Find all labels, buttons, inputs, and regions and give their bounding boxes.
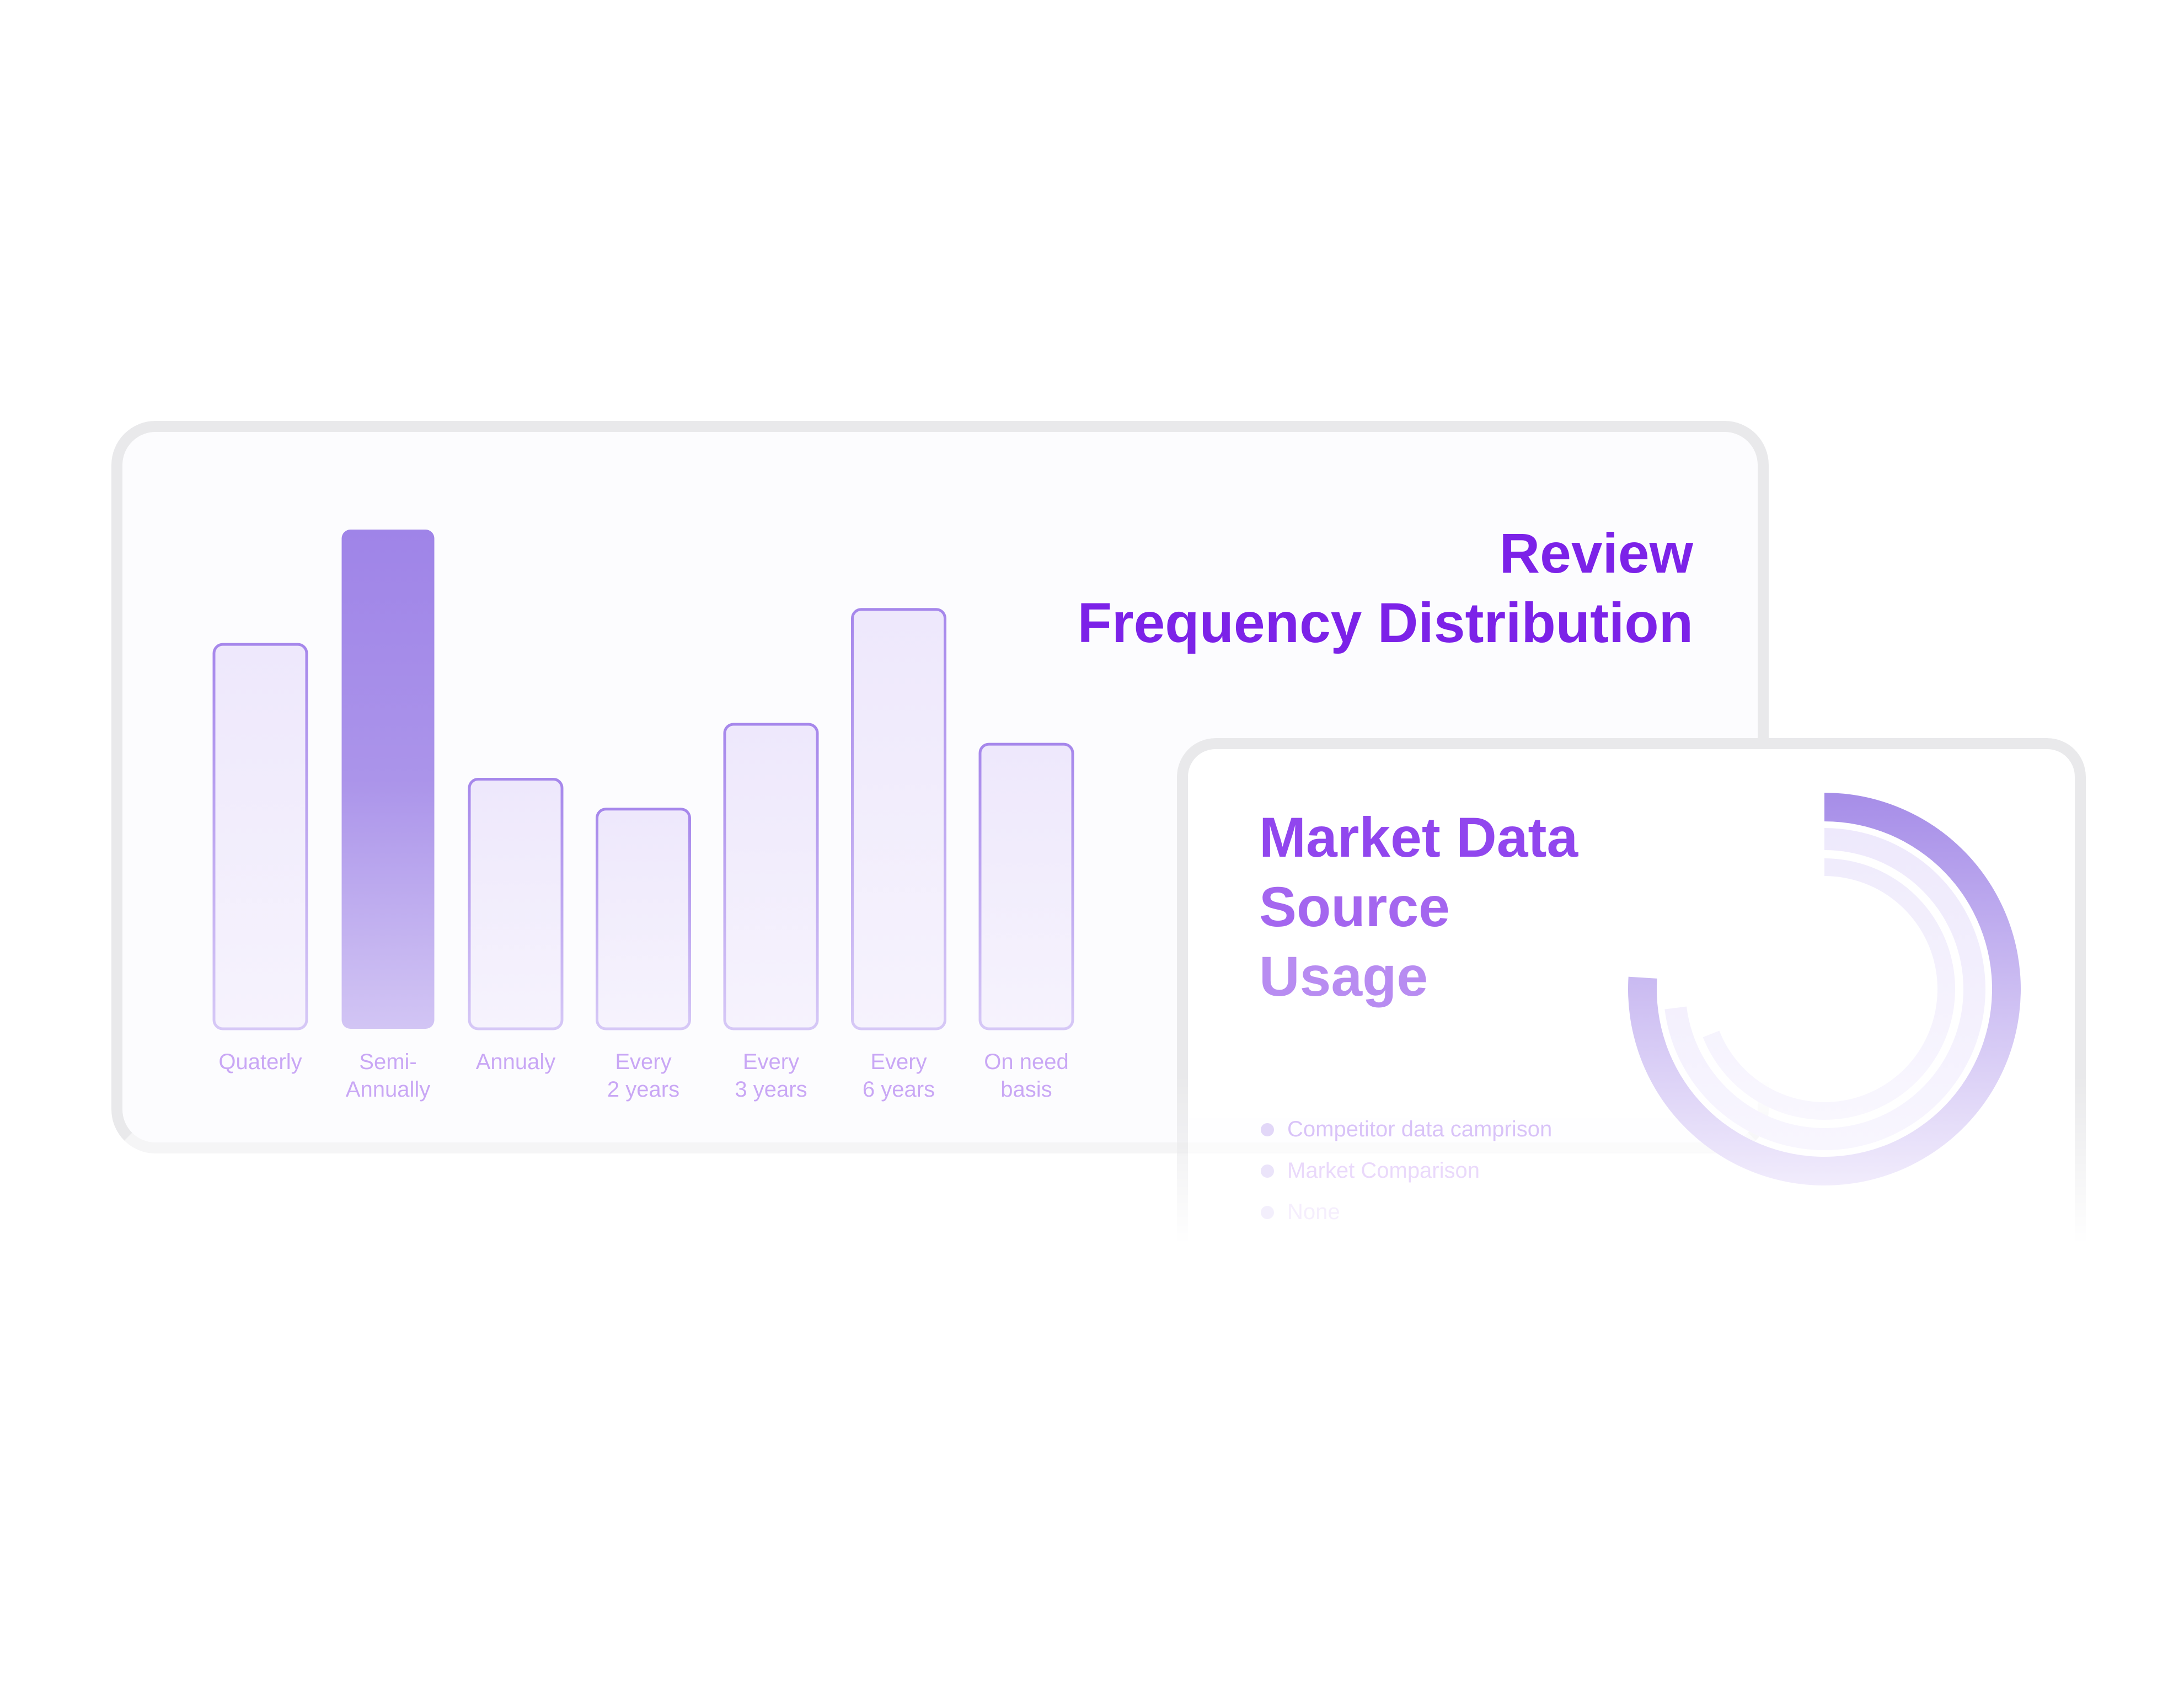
title-line: Market Data xyxy=(1259,806,1578,869)
legend-item: None xyxy=(1261,1192,1552,1233)
legend-label: Competitor data camprison xyxy=(1287,1117,1553,1141)
x-tick-label-line: Semi- xyxy=(359,1050,417,1074)
bar xyxy=(978,742,1074,1030)
legend-label: None xyxy=(1287,1200,1340,1224)
x-tick-label-line: 6 years xyxy=(862,1077,935,1102)
review-frequency-title: Review Frequency Distribution xyxy=(1078,519,1693,658)
title-line: Frequency Distribution xyxy=(1077,591,1693,654)
x-tick-label-line: Every xyxy=(870,1050,927,1074)
x-tick-label: On need basis xyxy=(960,1048,1093,1103)
x-tick-label-line: 3 years xyxy=(735,1077,807,1102)
legend: Competitor data camprison Market Compari… xyxy=(1261,1109,1552,1233)
legend-dot-icon xyxy=(1261,1164,1274,1178)
bar xyxy=(723,723,819,1030)
x-tick-label: Annualy xyxy=(449,1048,582,1076)
market-data-title: Market Data Source Usage xyxy=(1259,803,1578,1011)
x-tick-label: Every 6 years xyxy=(833,1048,965,1103)
x-tick-label-line: Quaterly xyxy=(218,1050,302,1074)
bar xyxy=(468,778,564,1030)
legend-item: Competitor data camprison xyxy=(1261,1109,1552,1150)
x-tick-label: Semi- Annually xyxy=(322,1048,454,1103)
x-tick-label-line: Annualy xyxy=(475,1050,556,1074)
x-tick-label-line: Every xyxy=(615,1050,672,1074)
legend-item: Market Comparison xyxy=(1261,1150,1552,1192)
bar xyxy=(212,643,308,1030)
x-tick-label-line: basis xyxy=(1000,1077,1052,1102)
title-line: Source xyxy=(1259,875,1450,938)
title-line: Review xyxy=(1499,522,1693,585)
bar xyxy=(596,808,691,1030)
legend-dot-icon xyxy=(1261,1205,1274,1219)
x-tick-label-line: Annually xyxy=(345,1077,431,1102)
legend-label: Market Comparison xyxy=(1287,1158,1480,1183)
x-tick-label-line: Every xyxy=(742,1050,800,1074)
x-tick-label: Every 3 years xyxy=(705,1048,837,1103)
bar xyxy=(341,530,435,1029)
title-line: Usage xyxy=(1259,945,1428,1008)
x-tick-label-line: 2 years xyxy=(607,1077,680,1102)
legend-dot-icon xyxy=(1261,1123,1274,1136)
x-tick-label: Every 2 years xyxy=(577,1048,710,1103)
x-tick-label-line: On need xyxy=(984,1050,1069,1074)
bar xyxy=(851,608,946,1030)
x-tick-label: Quaterly xyxy=(194,1048,326,1076)
